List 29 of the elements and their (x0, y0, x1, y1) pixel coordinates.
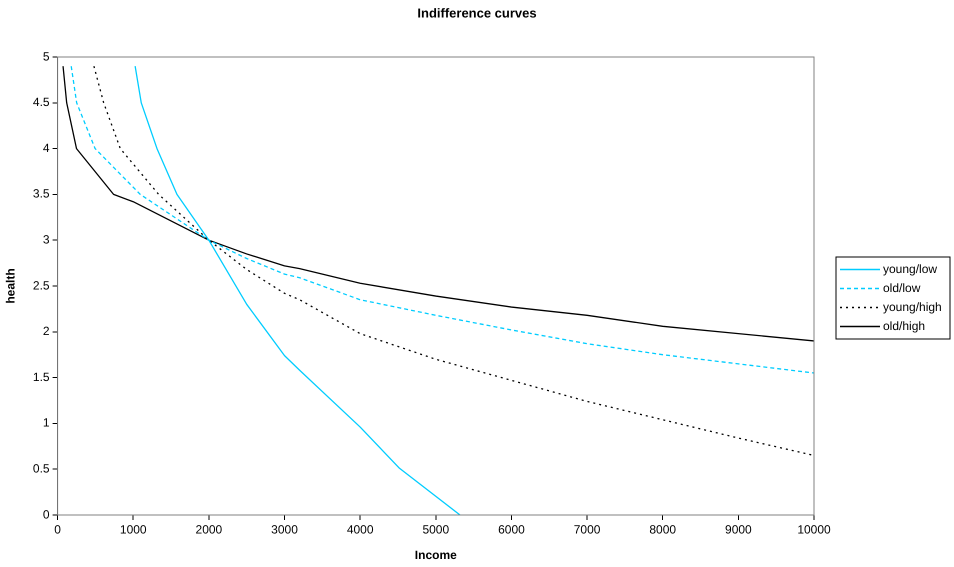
x-tick-label: 10000 (797, 522, 832, 537)
y-axis-title: health (4, 268, 18, 304)
x-tick-label: 7000 (574, 522, 601, 537)
y-tick-label: 4.5 (32, 95, 50, 110)
x-tick-label: 6000 (498, 522, 526, 537)
y-tick-label: 3 (42, 232, 50, 247)
legend-label: young/low (883, 262, 938, 276)
x-tick-label: 8000 (649, 522, 676, 537)
y-tick-label: 2 (42, 324, 50, 338)
y-tick-label: 5 (42, 49, 50, 64)
x-tick-label: 1000 (120, 522, 147, 537)
y-tick-label: 0.5 (32, 462, 50, 476)
y-tick-label: 0 (42, 507, 50, 522)
y-tick-label: 1.5 (32, 370, 50, 384)
legend-label: young/high (883, 300, 942, 314)
legend-label: old/high (883, 318, 926, 333)
y-tick-label: 1 (42, 416, 50, 430)
x-tick-label: 3000 (271, 522, 298, 537)
x-tick-label: 4000 (346, 522, 374, 537)
x-tick-label: 5000 (422, 522, 450, 537)
x-axis-title: Income (414, 548, 458, 562)
y-tick-label: 3.5 (32, 186, 50, 201)
x-tick-label: 9000 (725, 522, 752, 537)
chart-title: Indifference curves (417, 6, 537, 21)
legend-label: old/low (883, 280, 921, 295)
x-tick-label: 2000 (196, 522, 223, 537)
y-tick-label: 2.5 (32, 278, 50, 292)
y-tick-label: 4 (42, 140, 50, 155)
x-tick-label: 0 (54, 522, 62, 537)
